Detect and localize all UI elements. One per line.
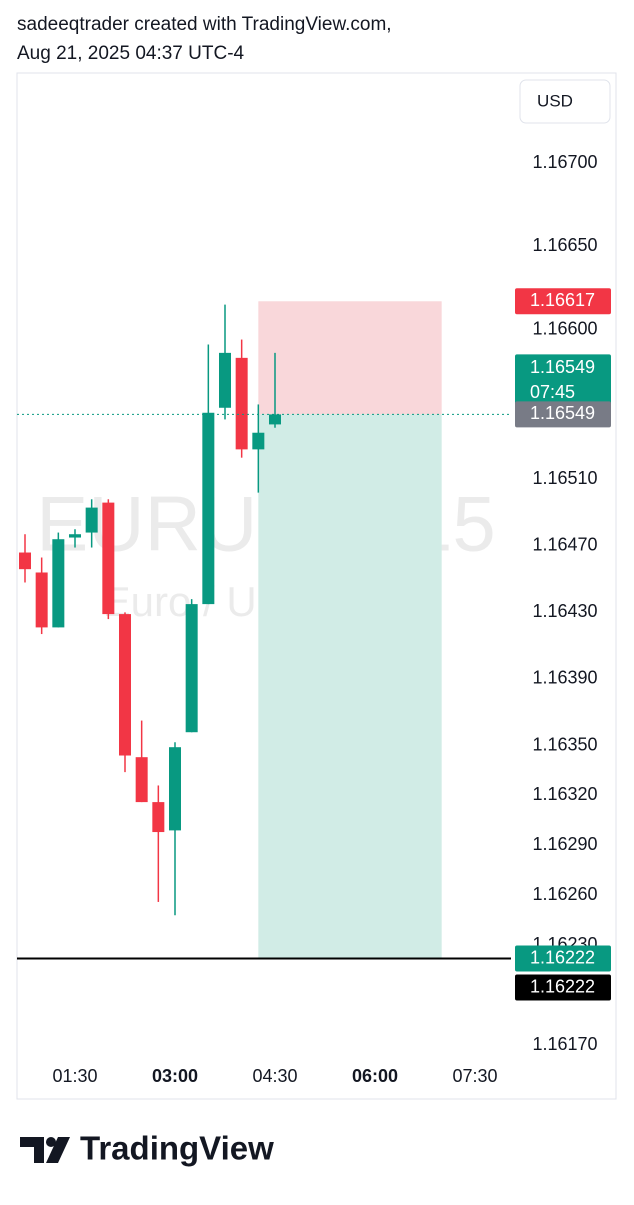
brand: TradingView: [80, 1130, 274, 1167]
price-label: 1.16222: [530, 976, 595, 996]
candle-body: [169, 747, 181, 831]
y-tick-label: 1.16470: [532, 535, 597, 555]
price-label: 1.16549: [530, 403, 595, 423]
y-tick-label: 1.16600: [532, 318, 597, 338]
y-tick-label: 1.16170: [532, 1034, 597, 1054]
candle-body: [202, 412, 215, 605]
y-tick-label: 1.16650: [532, 235, 597, 255]
logo-icon: [46, 1137, 70, 1163]
y-tick-label: 1.16430: [532, 601, 597, 621]
price-label: 1.16222: [530, 947, 595, 967]
price-label-box: [515, 354, 611, 407]
candle-body: [269, 414, 281, 425]
price-label: 1.16549: [530, 357, 595, 377]
x-tick-label: 06:00: [352, 1066, 398, 1086]
candle-body: [119, 614, 131, 756]
target-zone: [258, 414, 442, 959]
candle-body: [52, 539, 65, 628]
candle-body: [235, 357, 248, 450]
candle-body: [135, 757, 148, 803]
header-line: Aug 21, 2025 04:37 UTC-4: [17, 43, 245, 64]
candle-body: [85, 507, 98, 533]
x-tick-label: 01:30: [52, 1066, 97, 1086]
currency-button[interactable]: [519, 79, 611, 124]
currency[interactable]: USD: [537, 91, 573, 110]
candle-body: [102, 502, 115, 615]
y-tick-label: 1.16510: [532, 468, 597, 488]
logo-icon: [46, 1137, 56, 1147]
candle-body: [69, 534, 81, 538]
y-tick-label: 1.16260: [532, 884, 597, 904]
header-line: sadeeqtrader created with TradingView.co…: [17, 14, 392, 35]
stop-zone: [258, 301, 442, 415]
candle-body: [35, 572, 48, 628]
logo-icon: [20, 1137, 44, 1163]
price-label-box: [515, 945, 611, 972]
candle-body: [185, 604, 198, 733]
candle-body: [252, 432, 265, 450]
y-tick-label: 1.16320: [532, 784, 597, 804]
price-label-box: [515, 974, 611, 1001]
y-tick-label: 1.16350: [532, 734, 597, 754]
logo: TradingView: [20, 1130, 274, 1167]
price-label-box: [515, 288, 611, 315]
x-tick-label: 07:30: [452, 1066, 497, 1086]
y-tick-label: 1.16390: [532, 668, 597, 688]
candle-body: [219, 352, 231, 408]
price-label-countdown: 07:45: [530, 382, 575, 402]
x-tick-label: 04:30: [252, 1066, 297, 1086]
price-label-box: [515, 401, 611, 428]
candle-body: [19, 552, 31, 570]
y-tick-label: 1.16700: [532, 152, 597, 172]
x-tick-label: 03:00: [152, 1066, 198, 1086]
y-tick-label: 1.16290: [532, 834, 597, 854]
price-label: 1.16617: [530, 290, 595, 310]
candle-body: [152, 802, 165, 833]
